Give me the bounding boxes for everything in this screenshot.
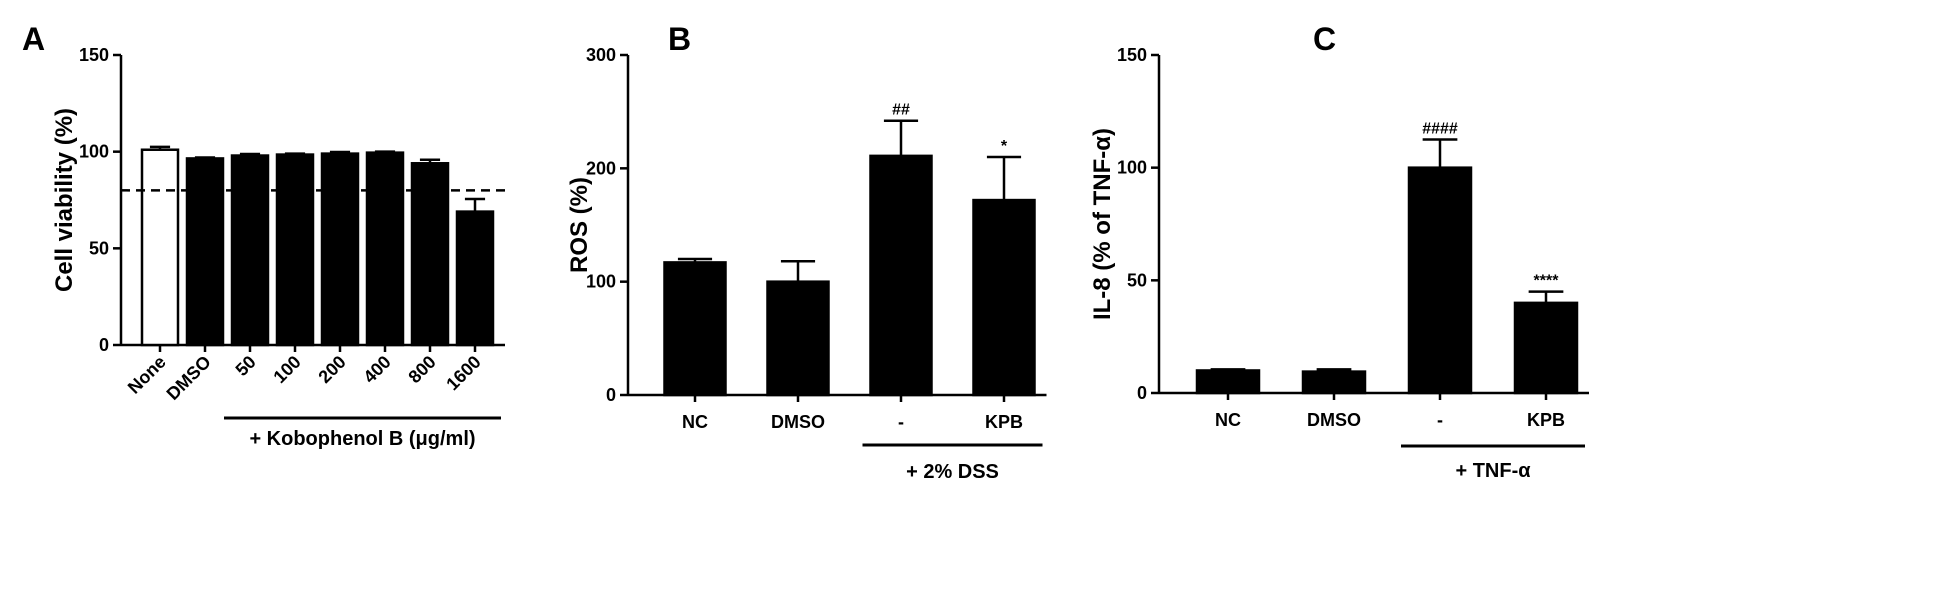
x-tick-label: NC [1215,410,1241,430]
bar [869,154,933,397]
y-tick-label: 0 [1137,383,1147,403]
bar [1513,301,1579,395]
bar [1195,369,1261,395]
panel-label-a: A [22,21,45,57]
y-tick-label: 50 [1127,270,1147,290]
x-tick-label: DMSO [1307,410,1361,430]
x-tick-label: 100 [269,352,304,387]
y-axis-label: IL-8 (% of TNF-α) [1089,128,1116,320]
x-tick-label: DMSO [771,412,825,432]
significance-label: #### [1422,121,1458,138]
group-label: + 2% DSS [906,461,999,483]
bar [1301,370,1367,395]
bar [766,280,830,397]
y-tick-label: 200 [586,158,616,178]
bar [230,154,270,347]
group-label: + TNF-α [1455,460,1531,482]
x-tick-label: - [898,412,904,432]
panel-label-c: C [1313,21,1336,57]
y-tick-label: 50 [89,238,109,258]
bar [663,261,727,397]
x-tick-label: 1600 [442,352,484,394]
bar [365,151,405,347]
x-tick-label: 50 [232,352,260,380]
bar [185,157,225,347]
bar [320,152,360,347]
group-label: + Kobophenol B (μg/ml) [249,428,475,450]
y-axis-label: ROS (%) [566,177,593,273]
y-tick-label: 100 [1117,158,1147,178]
panel-label-b: B [668,21,691,57]
x-tick-label: 200 [314,352,349,387]
bar [1407,166,1473,395]
bar [972,198,1036,397]
y-axis-label: Cell viability (%) [51,108,78,292]
y-tick-label: 100 [79,142,109,162]
bar [410,162,450,347]
bar [455,210,495,347]
y-tick-label: 150 [79,45,109,65]
y-tick-label: 100 [586,272,616,292]
significance-label: * [1001,138,1008,155]
bar [275,153,315,347]
bar [140,148,180,347]
significance-label: **** [1534,273,1560,290]
x-tick-label: DMSO [163,352,215,404]
significance-label: ## [892,102,910,119]
x-tick-label: - [1437,410,1443,430]
y-tick-label: 300 [586,45,616,65]
x-tick-label: KPB [1527,410,1565,430]
y-tick-label: 150 [1117,45,1147,65]
y-tick-label: 0 [606,385,616,405]
x-tick-label: 800 [404,352,439,387]
x-tick-label: 400 [359,352,394,387]
x-tick-label: NC [682,412,708,432]
x-tick-label: KPB [985,412,1023,432]
y-tick-label: 0 [99,335,109,355]
